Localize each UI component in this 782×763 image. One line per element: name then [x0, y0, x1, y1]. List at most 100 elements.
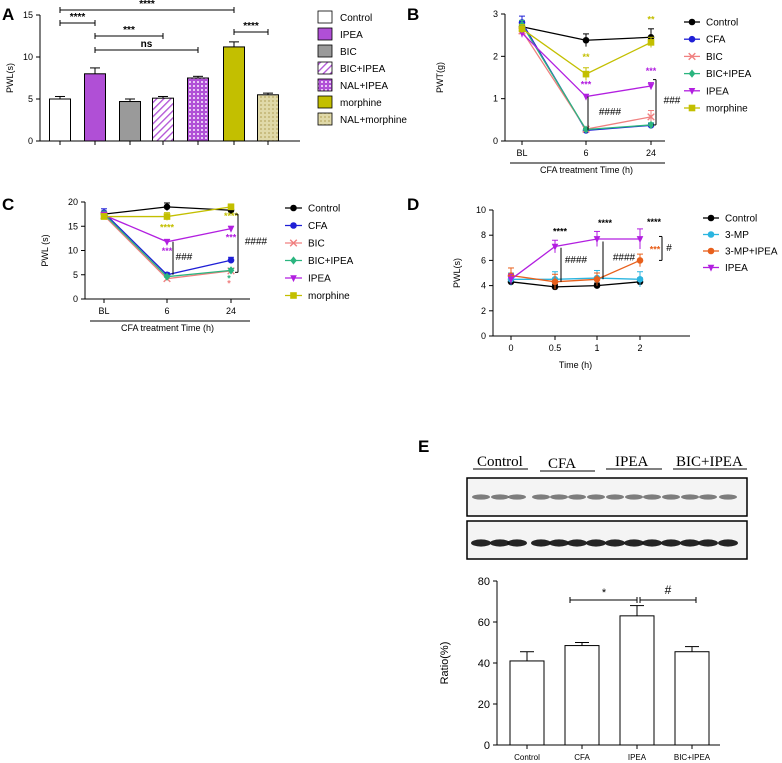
- d-legend-label-0: Control: [725, 214, 757, 225]
- a-bar-ipea: [84, 73, 106, 142]
- b-legend-label-1: CFA: [706, 35, 726, 46]
- d-y-label: PWL(s): [452, 258, 462, 288]
- blot-band-bottom-7: [605, 539, 625, 547]
- blot-band-bottom-10: [661, 539, 681, 547]
- b-ytick-label-3: 3: [493, 9, 498, 19]
- c-xtick-label-1: 6: [164, 306, 169, 316]
- b-legend-marker-5: [688, 104, 696, 112]
- b-series-bic-ipea-point-2: [647, 120, 655, 130]
- a-sig-1: ***: [123, 25, 135, 36]
- c-series-bic-ipea-point-2: [227, 266, 235, 275]
- c-legend-marker-2-b: [289, 239, 298, 247]
- blot-band-bottom-12: [698, 539, 718, 547]
- b-legend-marker-0: [688, 18, 696, 26]
- e-ytick-label-4: 80: [478, 576, 490, 588]
- c-legend-label-4: IPEA: [308, 274, 331, 285]
- a-legend-label-nal-ipea: NAL+IPEA: [340, 81, 388, 92]
- b-xtick-label-1: 6: [583, 148, 588, 158]
- d-series-3-mp-ipea-point-3: [636, 257, 644, 264]
- c-sig-24-hash: ####: [245, 237, 268, 248]
- d-series-ipea-point-0: [507, 276, 515, 284]
- blot-label-ipea: IPEA: [615, 454, 649, 470]
- a-legend-label-control: Control: [340, 13, 372, 24]
- c-series-ipea-point-2: [227, 225, 235, 233]
- panel-label-e: E: [418, 437, 429, 456]
- c-legend-label-1: CFA: [308, 221, 328, 232]
- c-series-ipea-point-1: [163, 238, 171, 246]
- b-y-label: PWT(g): [435, 62, 445, 93]
- d-sig-2-hash: #: [666, 243, 672, 254]
- a-y-label: PWL(s): [5, 63, 15, 93]
- blot-band-bottom-5: [567, 539, 587, 547]
- b-series-bic-ipea-point-1: [582, 125, 590, 134]
- panel-label-b: B: [407, 5, 419, 24]
- c-ytick-label-2: 10: [68, 246, 78, 256]
- blot-band-top-0: [472, 494, 490, 500]
- b-series-morphine-point-1: [582, 70, 590, 78]
- a-bar-control: [49, 98, 71, 142]
- blot-band-top-7: [606, 494, 624, 500]
- d-series-ipea-point-3: [636, 236, 644, 244]
- blot-band-bottom-2: [507, 539, 527, 547]
- c-series-control-point-1: [163, 203, 171, 211]
- b-legend-label-4: IPEA: [706, 86, 729, 97]
- c-xtick-label-2: 24: [226, 306, 236, 316]
- d-series-ipea-point-1: [551, 243, 559, 251]
- panel-label-d: D: [407, 195, 419, 214]
- panel-label-a: A: [2, 5, 14, 24]
- d-legend-marker-2: [707, 247, 715, 255]
- c-legend-label-2: BIC: [308, 239, 325, 250]
- b-sig-6-hash: ####: [599, 107, 622, 118]
- d-series-control-point-2: [593, 282, 601, 289]
- a-legend-swatch-3: [317, 61, 333, 75]
- blot-band-bottom-4: [549, 539, 569, 547]
- panel-c-line-chart: 0 5 10 15 20 BL 6 24 PWL (s) CFA treatment Time (…: [40, 197, 354, 333]
- d-sig-2: ****: [647, 217, 662, 227]
- c-legend-label-0: Control: [308, 204, 340, 215]
- blot-band-top-8: [625, 494, 643, 500]
- a-sig-4: ****: [243, 21, 259, 32]
- b-legend-marker-1: [688, 35, 696, 43]
- b-x-label: CFA treatment Time (h): [540, 165, 633, 175]
- blot-band-bottom-11: [680, 539, 700, 547]
- e-xtick-label-bic-ipea: BIC+IPEA: [674, 753, 711, 762]
- a-bar-bic-ipea: [152, 97, 174, 142]
- c-legend-marker-0: [290, 204, 297, 212]
- c-legend-marker-5: [290, 292, 297, 299]
- b-series-morphine-point-2: [647, 39, 655, 46]
- blot-band-top-12: [699, 494, 717, 500]
- d-legend-label-1: 3-MP: [725, 230, 749, 241]
- a-legend-swatch-2: [317, 44, 333, 58]
- a-sig-0: ****: [70, 12, 86, 23]
- a-legend-swatch-4: [317, 78, 333, 92]
- c-legend-label-5: morphine: [308, 291, 350, 302]
- d-x-label: Time (h): [559, 360, 592, 370]
- blot-label-control: Control: [477, 454, 523, 470]
- c-legend-marker-1: [290, 222, 297, 229]
- d-ytick-label-4: 8: [481, 230, 486, 240]
- blot-label-cfa: CFA: [548, 456, 576, 472]
- d-series-3-mp-ipea-line: [510, 259, 641, 283]
- e-y-label: Ratio(%): [439, 642, 451, 685]
- b-sig-6-ipea: ***: [581, 80, 592, 90]
- d-ytick-label-0: 0: [481, 331, 486, 341]
- c-legend-label-3: BIC+IPEA: [308, 256, 354, 267]
- b-xtick-label-0: BL: [516, 148, 527, 158]
- c-series-morphine-point-0: [100, 213, 108, 220]
- d-series-ipea-line: [510, 238, 640, 280]
- e-bar-control: [509, 660, 545, 746]
- a-legend-label-ipea: IPEA: [340, 30, 363, 41]
- e-sig-hash: #: [665, 583, 672, 597]
- d-sig-05: ****: [553, 227, 568, 237]
- b-xtick-label-2: 24: [646, 148, 656, 158]
- blot-band-top-2: [508, 494, 526, 500]
- d-legend-marker-0: [707, 214, 715, 222]
- d-series-ipea-point-2: [593, 236, 601, 244]
- blot-band-top-9: [643, 494, 661, 500]
- c-series-morphine-point-2: [227, 203, 235, 211]
- d-ytick-label-2: 4: [481, 281, 486, 291]
- e-sig-star: *: [602, 587, 607, 599]
- b-series-ipea-point-1: [582, 93, 590, 101]
- blot-band-top-6: [587, 494, 605, 500]
- d-sig-05-hash: ####: [565, 255, 588, 266]
